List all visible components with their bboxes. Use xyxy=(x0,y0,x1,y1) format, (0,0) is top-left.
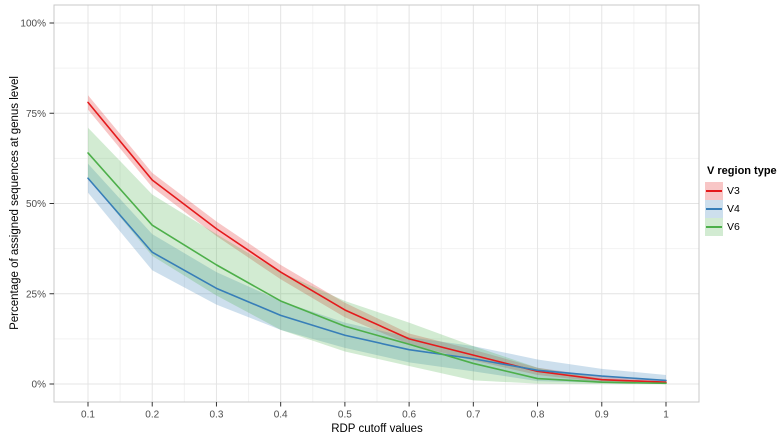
legend-label-v4: V4 xyxy=(727,203,740,215)
ribbon-v6 xyxy=(88,127,666,384)
legend-title: V region type xyxy=(707,165,777,177)
x-tick-label: 0.3 xyxy=(209,410,223,421)
legend-key-v6 xyxy=(705,218,723,236)
ribbon-v4 xyxy=(88,163,666,384)
x-tick-label: 0.7 xyxy=(466,410,480,421)
y-tick-label: 0% xyxy=(32,380,47,391)
x-tick-label: 0.9 xyxy=(595,410,609,421)
x-axis-title: RDP cutoff values xyxy=(331,423,423,435)
legend-label-v6: V6 xyxy=(727,221,740,233)
y-tick-label: 100% xyxy=(20,19,46,30)
series-line-v4 xyxy=(87,177,667,382)
legend-key-v4 xyxy=(705,200,723,218)
y-tick-label: 50% xyxy=(26,199,46,210)
x-tick-label: 0.8 xyxy=(531,410,545,421)
x-tick-label: 0.4 xyxy=(274,410,288,421)
legend-entry-v3: V3 xyxy=(705,182,777,200)
series-line-v3 xyxy=(87,101,667,383)
legend-entry-v6: V6 xyxy=(705,218,777,236)
x-tick-label: 0.5 xyxy=(338,410,352,421)
x-tick-label: 0.6 xyxy=(402,410,416,421)
x-tick-label: 0.1 xyxy=(81,410,95,421)
x-tick-label: 1 xyxy=(663,410,669,421)
x-tick-label: 0.2 xyxy=(145,410,159,421)
legend-key-line-v6 xyxy=(706,226,722,228)
legend-label-v3: V3 xyxy=(727,185,740,197)
y-tick-label: 25% xyxy=(26,289,46,300)
legend-entry-v4: V4 xyxy=(705,200,777,218)
legend-key-line-v4 xyxy=(706,208,722,210)
y-axis-title: Percentage of assigned sequences at genu… xyxy=(9,76,21,330)
legend-key-v3 xyxy=(705,182,723,200)
legend: V region type V3 V4 V6 xyxy=(705,165,777,236)
series-line-v6 xyxy=(87,152,667,385)
legend-key-line-v3 xyxy=(706,190,722,192)
y-tick-label: 75% xyxy=(26,109,46,120)
ribbon-v3 xyxy=(88,95,666,384)
